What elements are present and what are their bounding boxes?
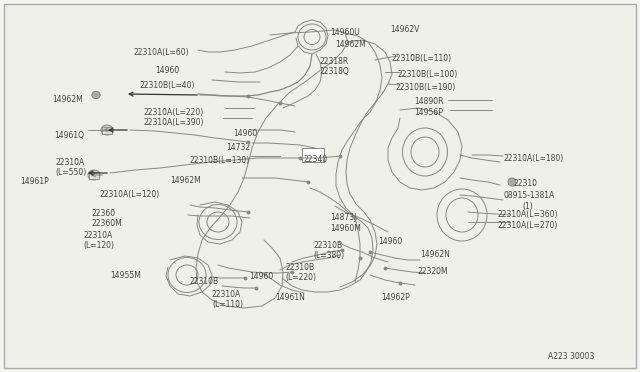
Text: (L=550): (L=550)	[55, 168, 86, 177]
Text: 14962M: 14962M	[52, 95, 83, 104]
Text: 22360M: 22360M	[92, 219, 123, 228]
Bar	[302, 148, 324, 162]
Text: 22310B(L=40): 22310B(L=40)	[139, 81, 195, 90]
Text: 22310: 22310	[514, 179, 538, 188]
Text: 14732: 14732	[226, 143, 250, 152]
Text: 14960: 14960	[378, 237, 403, 246]
Text: 22310A(L=270): 22310A(L=270)	[498, 221, 558, 230]
Text: 14962N: 14962N	[420, 250, 450, 259]
Text: 22310A: 22310A	[55, 158, 84, 167]
Text: 22310A: 22310A	[212, 290, 241, 299]
Text: 14962P: 14962P	[381, 293, 410, 302]
Text: 22310B: 22310B	[190, 277, 219, 286]
Bar	[102, 126, 112, 134]
Text: (L=120): (L=120)	[83, 241, 114, 250]
Text: 14890R: 14890R	[414, 97, 444, 106]
Text: (L=220): (L=220)	[285, 273, 316, 282]
Text: A223 30003: A223 30003	[548, 352, 595, 361]
Text: 08915-1381A: 08915-1381A	[503, 191, 554, 200]
Ellipse shape	[101, 125, 113, 135]
Text: 22310B: 22310B	[285, 263, 314, 272]
Text: 14955M: 14955M	[110, 271, 141, 280]
Text: 14961Q: 14961Q	[54, 131, 84, 140]
Text: 14961N: 14961N	[275, 293, 305, 302]
Text: 22318R: 22318R	[320, 57, 349, 66]
Bar	[89, 171, 99, 179]
Text: 14960: 14960	[233, 129, 257, 138]
Text: 22310B(L=190): 22310B(L=190)	[396, 83, 456, 92]
Ellipse shape	[92, 92, 100, 99]
Text: 22318Q: 22318Q	[320, 67, 349, 76]
Text: 22310A(L=120): 22310A(L=120)	[100, 190, 160, 199]
Text: 14960: 14960	[249, 272, 273, 281]
Text: 14962M: 14962M	[335, 40, 365, 49]
Text: 22310A(L=360): 22310A(L=360)	[498, 210, 559, 219]
Text: 22310A(L=390): 22310A(L=390)	[143, 118, 204, 127]
Text: 22310B(L=130): 22310B(L=130)	[190, 156, 250, 165]
Text: (L=380): (L=380)	[313, 251, 344, 260]
Ellipse shape	[88, 170, 100, 180]
Text: 22310A(L=180): 22310A(L=180)	[503, 154, 563, 163]
Text: 22310B: 22310B	[313, 241, 342, 250]
Text: 22360: 22360	[92, 209, 116, 218]
Text: 22320M: 22320M	[418, 267, 449, 276]
Text: 22310B(L=110): 22310B(L=110)	[392, 54, 452, 63]
Text: (L=110): (L=110)	[212, 300, 243, 309]
Text: 14960U: 14960U	[330, 28, 360, 37]
Text: 14962M: 14962M	[170, 176, 201, 185]
Ellipse shape	[508, 178, 516, 186]
Text: 22310A: 22310A	[83, 231, 112, 240]
Text: 14956P: 14956P	[414, 108, 443, 117]
Text: 14873J: 14873J	[330, 213, 356, 222]
Text: 22310A(L=60): 22310A(L=60)	[133, 48, 189, 57]
Text: 14960: 14960	[155, 66, 179, 75]
Text: 22310A(L=220): 22310A(L=220)	[143, 108, 204, 117]
Text: 22340: 22340	[304, 155, 328, 164]
Text: 14960M: 14960M	[330, 224, 361, 233]
Text: 22310B(L=100): 22310B(L=100)	[398, 70, 458, 79]
Text: 14961P: 14961P	[20, 177, 49, 186]
Text: 14962V: 14962V	[390, 25, 419, 34]
Text: (1): (1)	[522, 202, 532, 211]
Ellipse shape	[92, 92, 100, 99]
